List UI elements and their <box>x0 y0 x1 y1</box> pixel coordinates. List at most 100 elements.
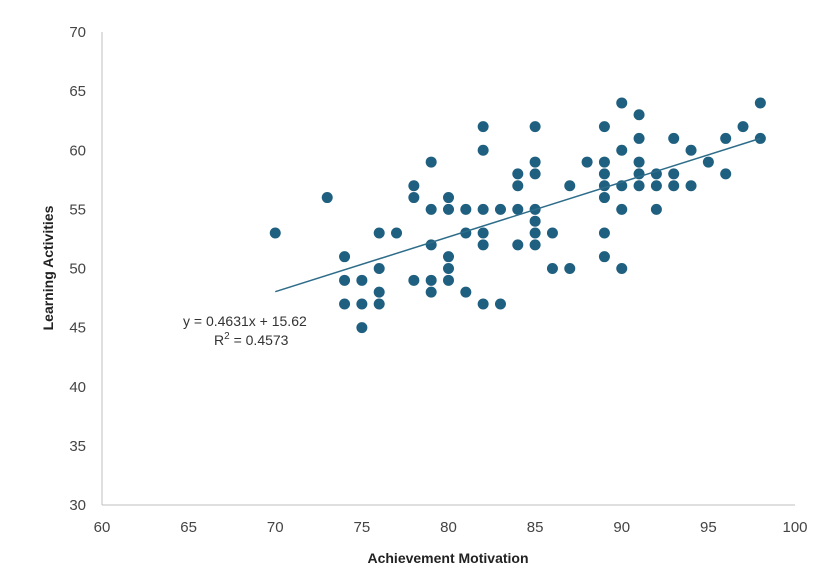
x-tick-label: 60 <box>94 519 111 536</box>
x-tick-label: 90 <box>613 519 630 536</box>
data-point <box>373 263 385 274</box>
x-tick-label: 80 <box>440 519 457 536</box>
data-point <box>425 286 437 298</box>
data-point <box>581 156 593 168</box>
data-point <box>512 168 524 180</box>
data-point <box>754 97 766 109</box>
data-point <box>425 274 437 286</box>
r-squared-prefix: R <box>214 332 224 348</box>
data-point <box>598 121 610 133</box>
trendline-equation: y = 0.4631x + 15.62 <box>183 313 307 329</box>
data-point <box>391 227 403 239</box>
r-squared-exponent: 2 <box>224 331 230 342</box>
data-point <box>443 203 454 215</box>
x-tick-label: 70 <box>267 519 284 536</box>
data-point <box>564 180 576 192</box>
data-point <box>529 227 541 239</box>
data-point <box>685 144 697 156</box>
data-point <box>408 180 420 192</box>
x-tick-labels: 60 65 70 75 80 85 90 95 100 <box>94 519 808 536</box>
data-point <box>494 298 506 310</box>
data-point <box>477 144 489 156</box>
y-axis-title: Learning Activities <box>40 205 56 330</box>
data-point <box>685 180 697 192</box>
data-point <box>702 156 714 168</box>
data-point <box>408 192 420 204</box>
data-point <box>477 121 489 133</box>
r-squared-value: = 0.4573 <box>230 332 289 348</box>
data-point <box>408 274 420 286</box>
y-tick-label: 30 <box>69 497 86 514</box>
data-point <box>356 274 368 286</box>
data-point <box>494 203 506 215</box>
data-point <box>373 298 385 310</box>
data-point <box>373 227 385 239</box>
x-tick-label: 75 <box>354 519 371 536</box>
y-tick-label: 40 <box>69 379 86 396</box>
data-point <box>720 168 732 180</box>
x-axis-title: Achievement Motivation <box>367 550 528 566</box>
data-point <box>598 168 610 180</box>
y-tick-label: 35 <box>69 438 86 455</box>
data-point <box>443 274 454 286</box>
data-point <box>633 132 645 144</box>
data-point <box>737 121 749 133</box>
y-tick-label: 60 <box>69 142 86 159</box>
data-point <box>633 156 645 168</box>
data-point <box>321 192 333 204</box>
data-point <box>443 263 454 274</box>
y-tick-label: 50 <box>69 261 86 278</box>
data-point <box>633 109 645 121</box>
data-point <box>460 203 472 215</box>
x-tick-label: 100 <box>782 519 807 536</box>
data-point <box>339 298 351 310</box>
data-point <box>356 298 368 310</box>
data-point <box>269 227 281 239</box>
data-point <box>425 156 437 168</box>
data-point <box>512 203 524 215</box>
data-point <box>373 286 385 298</box>
data-point <box>598 227 610 239</box>
data-point <box>633 168 645 180</box>
data-point <box>477 298 489 310</box>
x-tick-label: 65 <box>180 519 197 536</box>
data-point <box>616 203 628 215</box>
data-point <box>598 156 610 168</box>
data-point <box>616 97 628 109</box>
data-point <box>460 286 472 298</box>
data-point <box>529 168 541 180</box>
data-point <box>529 215 541 227</box>
data-point <box>512 239 524 251</box>
data-point <box>477 203 489 215</box>
data-point <box>668 168 680 180</box>
data-point <box>720 132 732 144</box>
x-tick-label: 85 <box>527 519 544 536</box>
data-point <box>598 192 610 204</box>
y-tick-label: 70 <box>69 24 86 41</box>
data-point <box>356 322 368 334</box>
y-tick-label: 65 <box>69 83 86 100</box>
x-tick-label: 95 <box>700 519 717 536</box>
data-point <box>668 180 680 192</box>
data-point <box>339 251 351 263</box>
data-point <box>650 180 662 192</box>
data-point <box>477 239 489 251</box>
data-point <box>564 263 576 274</box>
data-point <box>633 180 645 192</box>
data-point <box>546 263 558 274</box>
data-point <box>598 251 610 263</box>
data-point <box>616 263 628 274</box>
y-tick-label: 55 <box>69 201 86 218</box>
data-point <box>616 144 628 156</box>
data-point <box>650 203 662 215</box>
y-tick-label: 45 <box>69 320 86 337</box>
data-point <box>529 121 541 133</box>
data-point <box>668 132 680 144</box>
data-point <box>443 192 454 204</box>
data-point <box>339 274 351 286</box>
trendline <box>275 137 761 293</box>
y-tick-labels: 30 35 40 45 50 55 60 65 70 <box>69 24 86 514</box>
data-point <box>546 227 558 239</box>
r-squared-label: R2 = 0.4573 <box>214 331 289 348</box>
